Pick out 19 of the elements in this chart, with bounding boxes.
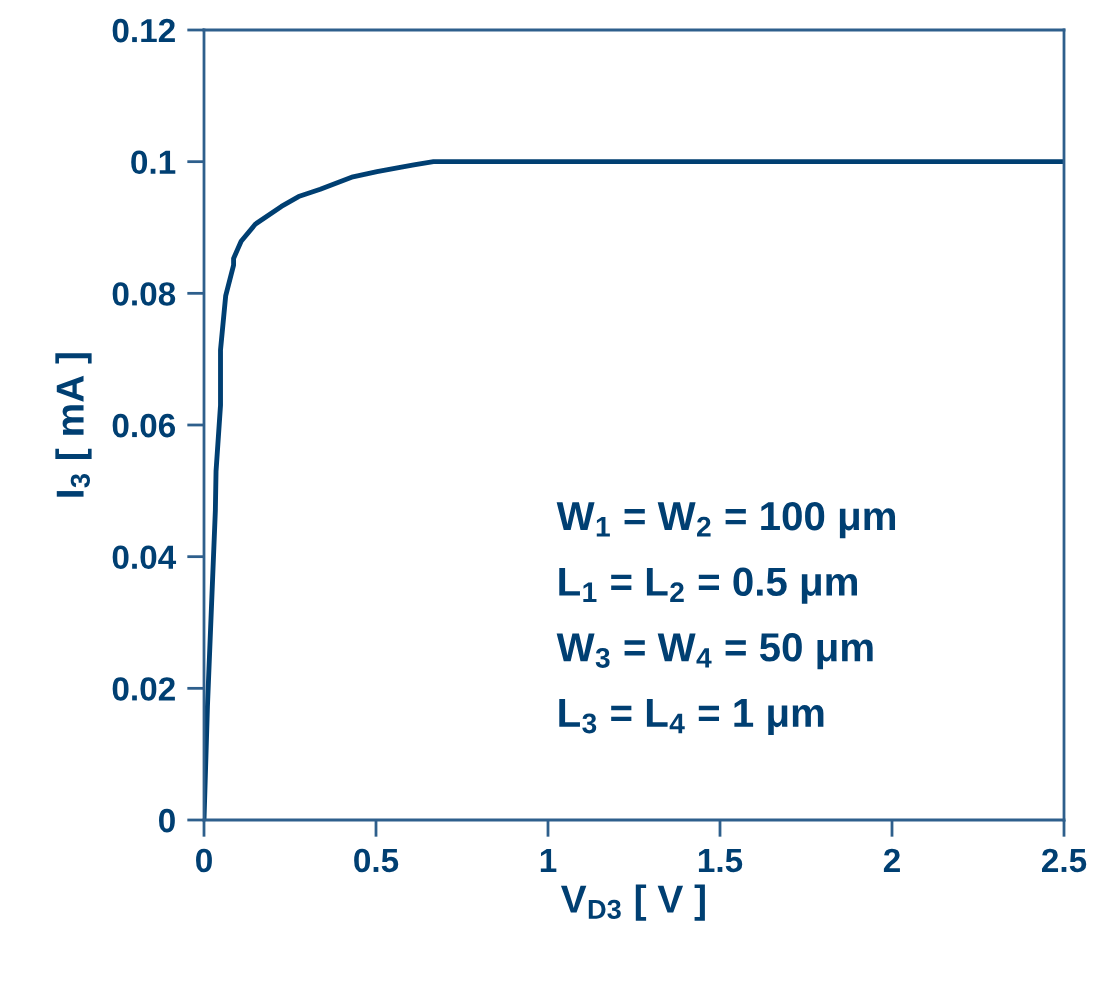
y-tick-label: 0 — [159, 808, 175, 833]
x-tick-label: 2.5 — [1041, 848, 1087, 873]
x-tick-label: 0.5 — [354, 848, 399, 873]
x-tick-label: 1.5 — [698, 849, 743, 873]
y-tick-label: 0.08 — [112, 282, 176, 306]
y-tick-label: 0.04 — [112, 545, 177, 570]
x-tick-label: 2 — [883, 848, 900, 872]
y-tick-label: 0.06 — [112, 413, 176, 438]
x-tick-label: 0 — [196, 848, 212, 873]
annotation: W$_{1}$ = W$_{2}$ = 100 μm — [556, 501, 896, 539]
x-tick-label: 1 — [540, 849, 557, 872]
y-axis-title: I$_{3}$ [ mA ] — [55, 353, 92, 497]
y-tick-label: 0.02 — [112, 677, 175, 701]
annotation: L$_{3}$ = L$_{4}$ = 1 μm — [559, 699, 824, 735]
y-tick-label: 0.12 — [112, 18, 175, 43]
annotation: L$_{1}$ = L$_{2}$ = 0.5 μm — [559, 567, 857, 604]
y-tick-label: 0.1 — [131, 150, 176, 175]
x-axis-title: V$_{D3}$ [ V ] — [560, 884, 705, 921]
annotation: W$_{3}$ = W$_{4}$ = 50 μm — [556, 633, 873, 670]
